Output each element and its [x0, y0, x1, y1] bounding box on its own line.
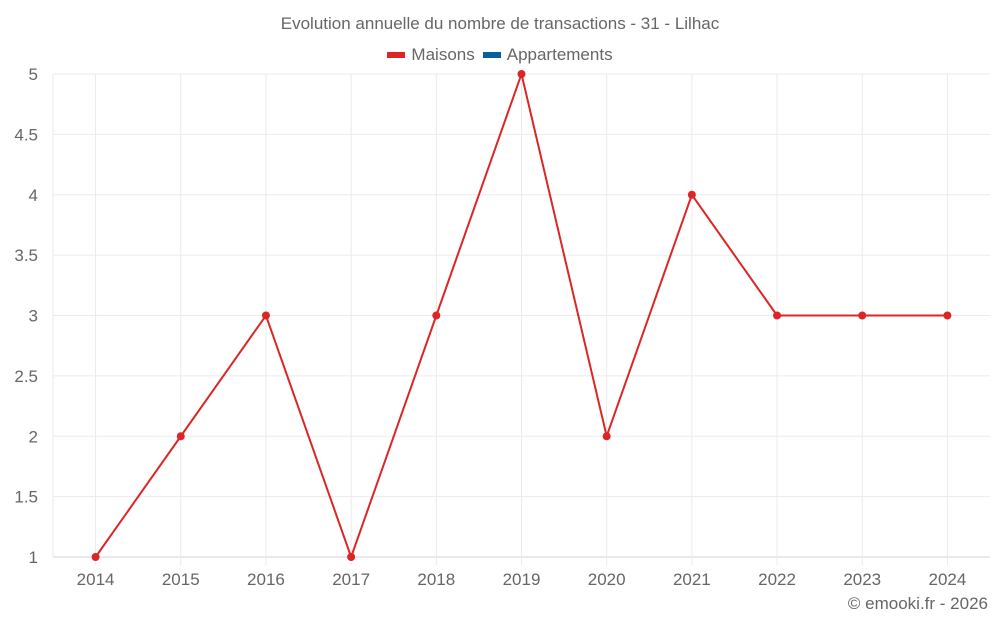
- legend-item-appartements[interactable]: Appartements: [482, 45, 613, 65]
- legend: Maisons Appartements: [0, 45, 1000, 65]
- legend-label-maisons: Maisons: [411, 45, 475, 64]
- maisons-swatch-icon: [387, 52, 406, 58]
- y-tick-label: 2.5: [14, 367, 38, 386]
- x-tick-label: 2018: [417, 570, 455, 589]
- y-tick-label: 3: [29, 307, 38, 326]
- x-tick-label: 2016: [247, 570, 285, 589]
- data-point[interactable]: [261, 311, 270, 320]
- x-tick-label: 2014: [77, 570, 115, 589]
- legend-item-maisons[interactable]: Maisons: [387, 45, 475, 65]
- data-point[interactable]: [943, 311, 952, 320]
- data-point[interactable]: [432, 311, 441, 320]
- chart-title: Evolution annuelle du nombre de transact…: [280, 14, 720, 33]
- credit-text: © emooki.fr - 2026: [847, 594, 988, 613]
- x-tick-label: 2023: [843, 570, 881, 589]
- data-point[interactable]: [602, 432, 611, 441]
- data-point[interactable]: [773, 311, 782, 320]
- y-tick-label: 1: [29, 548, 38, 567]
- x-tick-label: 2024: [928, 570, 966, 589]
- data-point[interactable]: [347, 553, 356, 561]
- y-tick-label: 4.5: [14, 125, 38, 144]
- x-tick-label: 2022: [758, 570, 796, 589]
- x-tick-label: 2015: [162, 570, 200, 589]
- data-point[interactable]: [176, 432, 185, 441]
- data-point[interactable]: [91, 553, 100, 561]
- x-tick-label: 2019: [503, 570, 541, 589]
- data-point[interactable]: [858, 311, 867, 320]
- x-tick-label: 2021: [673, 570, 711, 589]
- y-tick-label: 1.5: [14, 488, 38, 507]
- y-tick-label: 5: [29, 65, 38, 84]
- legend-label-appartements: Appartements: [506, 45, 613, 64]
- appartements-swatch-icon: [482, 52, 501, 58]
- data-point[interactable]: [687, 190, 696, 199]
- y-tick-label: 3.5: [14, 246, 38, 265]
- x-tick-label: 2020: [588, 570, 626, 589]
- y-tick-label: 2: [29, 427, 38, 446]
- y-tick-label: 4: [29, 186, 38, 205]
- x-tick-label: 2017: [332, 570, 370, 589]
- data-point[interactable]: [517, 70, 526, 78]
